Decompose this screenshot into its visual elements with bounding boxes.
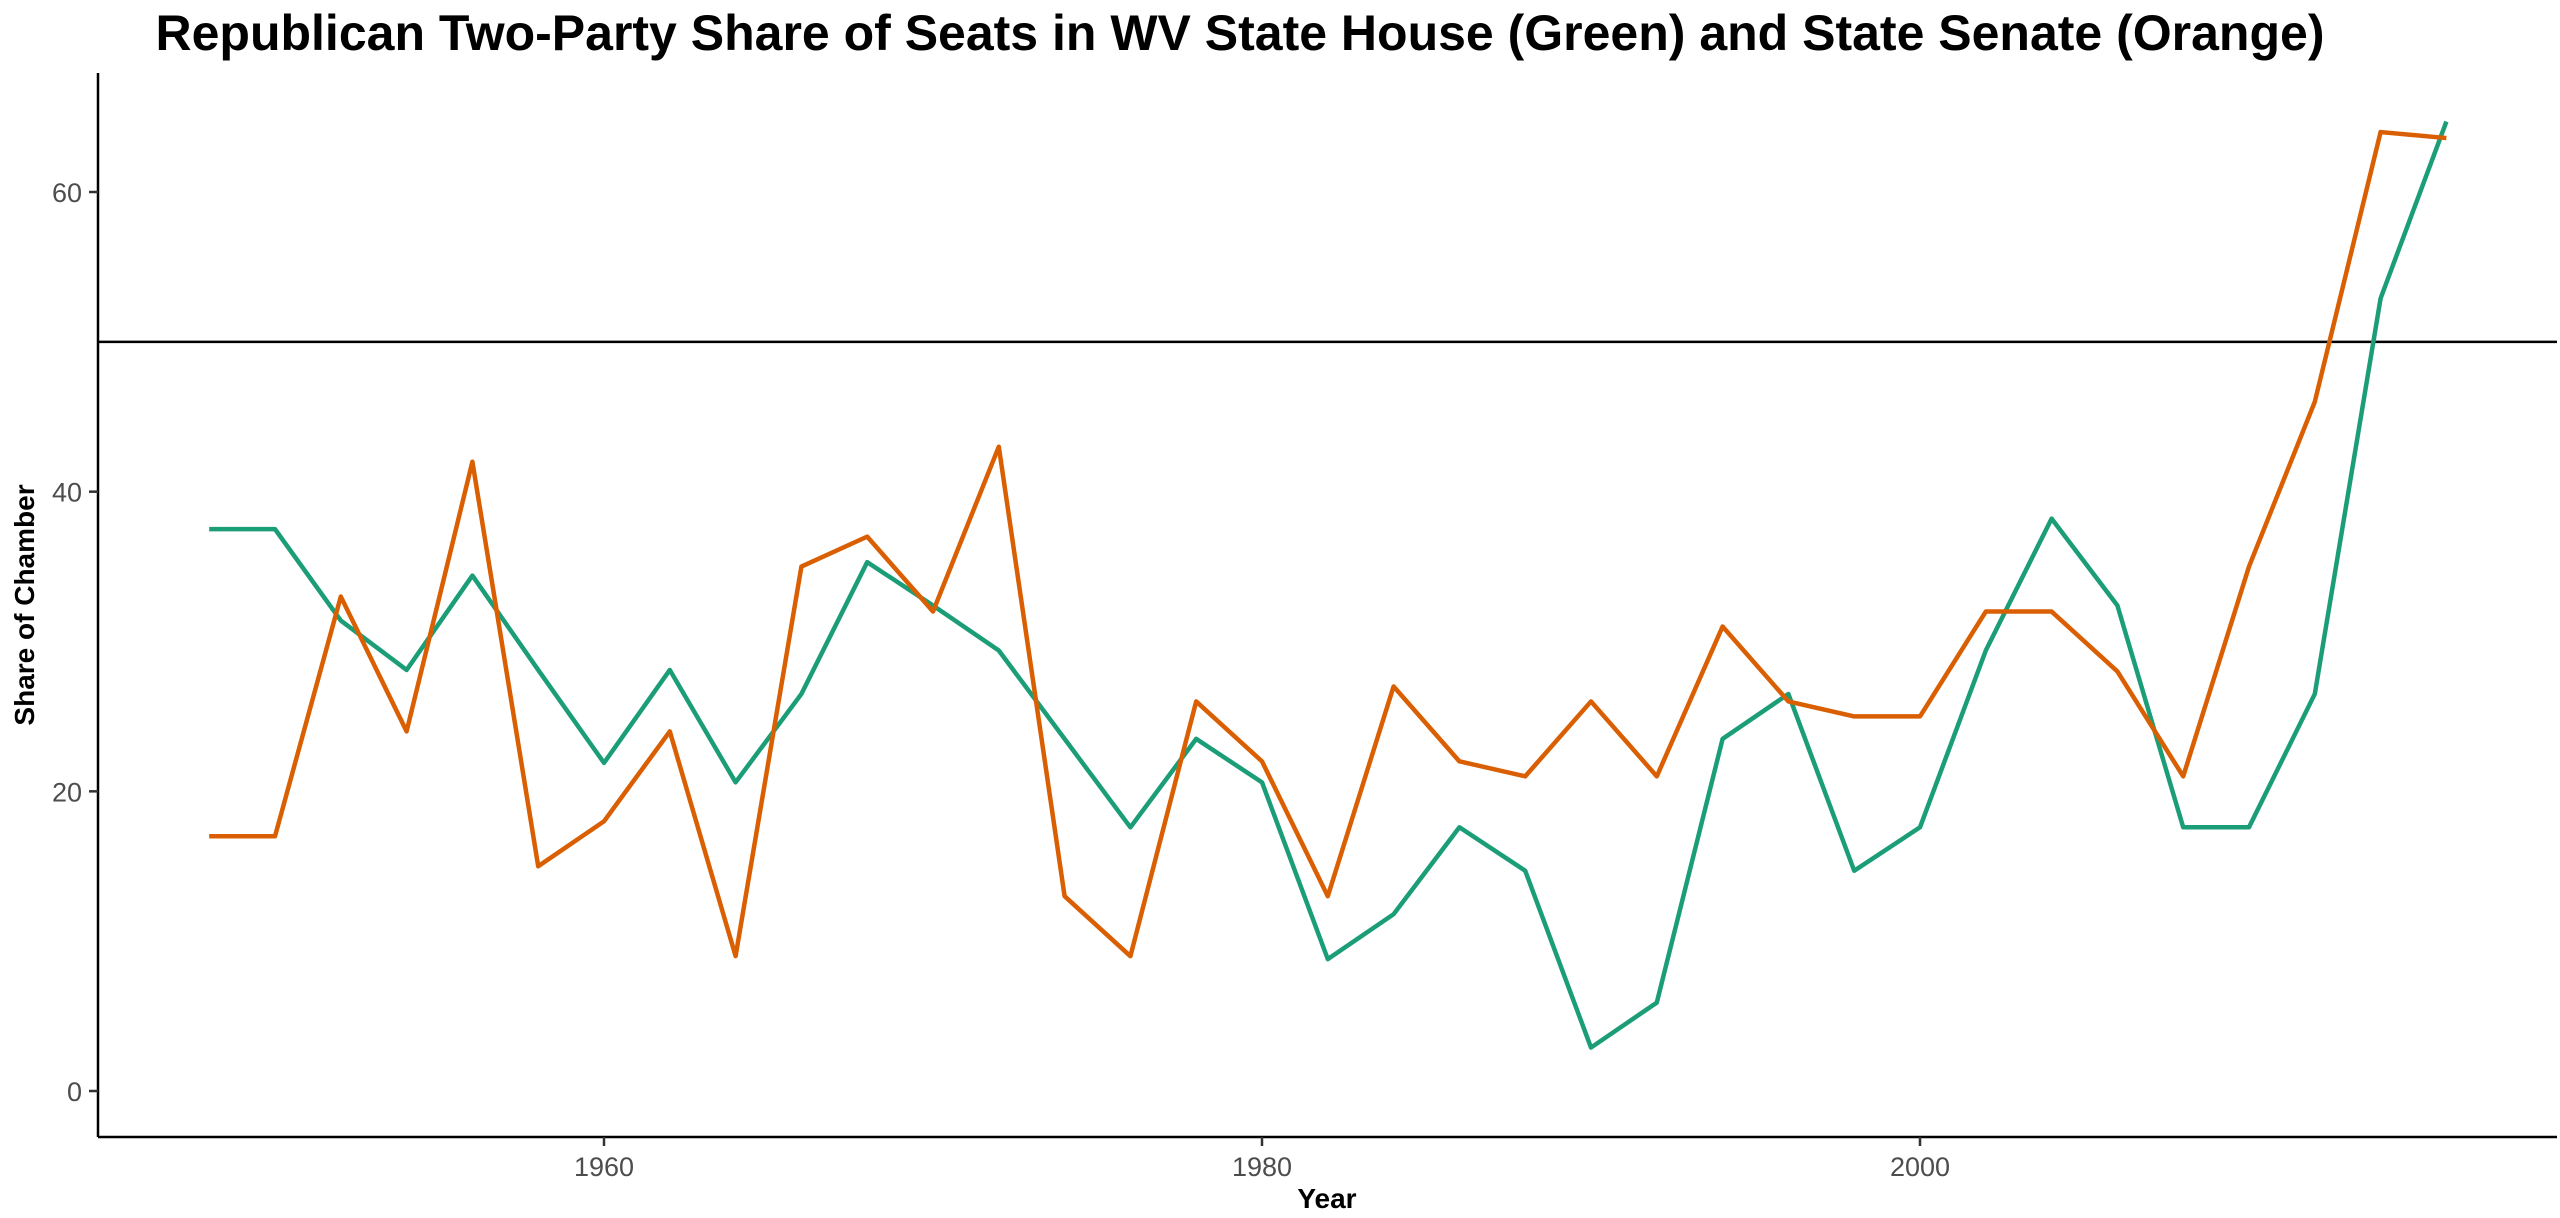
senate-series-line xyxy=(209,129,2447,959)
x-tick-label: 1960 xyxy=(574,1152,634,1182)
plot-area xyxy=(98,120,2557,1050)
x-tick-label: 2000 xyxy=(1890,1152,1950,1182)
x-tick-label: 1980 xyxy=(1232,1152,1292,1182)
y-tick-label: 40 xyxy=(52,478,82,508)
chart-title: Republican Two-Party Share of Seats in W… xyxy=(156,5,2325,61)
house-series-line xyxy=(209,120,2449,1050)
y-tick-label: 60 xyxy=(52,178,82,208)
y-axis-label: Share of Chamber xyxy=(9,484,40,725)
y-tick-label: 0 xyxy=(67,1077,82,1107)
x-ticks: 1960 1980 2000 xyxy=(574,1137,1950,1182)
y-tick-label: 20 xyxy=(52,777,82,807)
x-axis-label: Year xyxy=(1297,1183,1356,1214)
y-ticks: 0 20 40 60 xyxy=(52,178,98,1107)
